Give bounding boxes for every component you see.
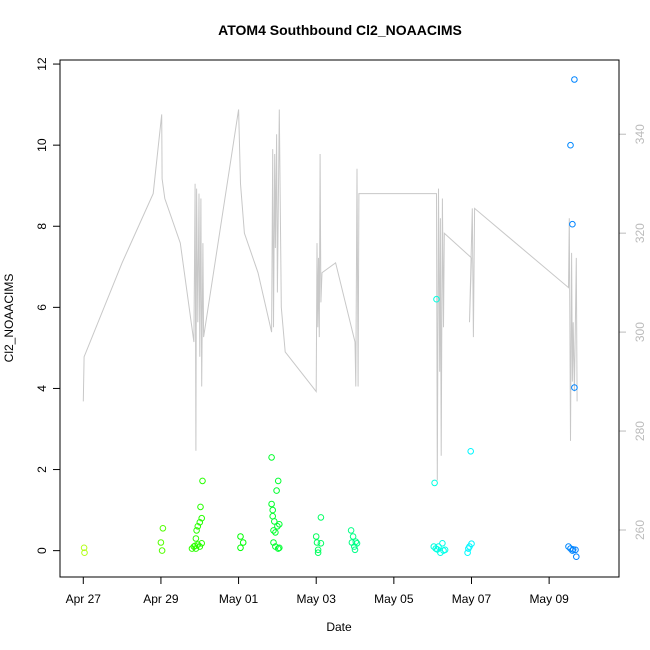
data-point xyxy=(276,521,283,528)
y-tick-label: 8 xyxy=(35,223,49,230)
y2-tick-label: 260 xyxy=(633,520,647,540)
data-point xyxy=(269,506,277,514)
data-point xyxy=(276,544,283,552)
data-point xyxy=(270,527,277,534)
data-point xyxy=(81,549,88,557)
data-point xyxy=(352,538,360,546)
data-point xyxy=(159,525,167,532)
data-point xyxy=(157,539,165,546)
y-tick-label: 12 xyxy=(35,57,49,71)
data-point xyxy=(349,533,357,540)
data-point xyxy=(317,514,325,521)
data-point xyxy=(237,533,244,540)
data-point xyxy=(313,539,321,546)
data-point xyxy=(571,384,578,391)
data-point xyxy=(573,553,580,561)
data-point xyxy=(464,549,471,557)
x-tick-label: May 09 xyxy=(529,592,569,606)
data-point xyxy=(272,529,279,536)
data-point xyxy=(569,546,577,553)
y-tick-label: 4 xyxy=(35,385,49,392)
data-point xyxy=(158,547,166,554)
data-point xyxy=(569,220,576,228)
axes-layer: Apr 27 Apr 29 May 01 May 03 May 05 May 07 May … xyxy=(35,57,647,606)
data-point xyxy=(467,448,475,455)
secondary-trace-line xyxy=(82,109,578,481)
data-point xyxy=(271,518,278,525)
data-point xyxy=(314,549,322,557)
data-point xyxy=(571,76,578,83)
data-point xyxy=(268,500,275,508)
data-point xyxy=(317,540,325,547)
data-point xyxy=(197,503,204,511)
y2-tick-label: 340 xyxy=(633,124,647,144)
data-point xyxy=(270,539,277,546)
y2-tick-label: 320 xyxy=(633,223,647,243)
x-tick-label: Apr 29 xyxy=(143,592,179,606)
data-point xyxy=(193,527,200,534)
data-point xyxy=(196,543,204,550)
y-tick-label: 0 xyxy=(35,547,49,554)
data-point xyxy=(347,527,355,534)
x-tick-label: May 05 xyxy=(374,592,414,606)
y2-tick-label: 300 xyxy=(633,322,647,342)
scatter-point-layer xyxy=(80,76,580,561)
x-tick-label: Apr 27 xyxy=(66,592,102,606)
data-point xyxy=(569,547,576,554)
x-tick-label: May 03 xyxy=(297,592,337,606)
data-point xyxy=(191,542,199,550)
data-point xyxy=(572,546,579,554)
x-tick-label: May 07 xyxy=(452,592,492,606)
y-tick-label: 2 xyxy=(35,466,49,473)
data-point xyxy=(433,295,440,303)
plot-area-box xyxy=(59,59,620,578)
data-point xyxy=(274,545,282,552)
data-point xyxy=(268,454,275,461)
data-point xyxy=(435,543,442,550)
data-point xyxy=(468,540,475,548)
data-point xyxy=(439,540,446,547)
data-point xyxy=(565,543,572,550)
data-point xyxy=(273,487,280,494)
y2-tick-label: 280 xyxy=(633,421,647,441)
data-point xyxy=(198,514,205,522)
data-point xyxy=(351,546,359,554)
data-point xyxy=(196,519,204,526)
y-tick-label: 6 xyxy=(35,304,49,311)
data-point xyxy=(192,545,200,552)
secondary-line-layer xyxy=(82,109,578,481)
data-point xyxy=(239,539,247,546)
data-point xyxy=(567,141,574,149)
data-point xyxy=(237,544,244,552)
y-tick-label: 10 xyxy=(35,138,49,152)
data-point xyxy=(199,477,206,485)
data-point xyxy=(194,523,202,530)
data-point xyxy=(192,535,200,542)
data-point xyxy=(353,540,361,547)
y-axis-label: Cl2_NOAACIMS xyxy=(2,274,16,363)
data-point xyxy=(431,479,438,487)
data-point xyxy=(441,546,449,554)
data-point xyxy=(312,533,320,540)
data-point xyxy=(198,540,205,547)
chart-title: ATOM4 Southbound Cl2_NOAACIMS xyxy=(218,22,462,38)
x-tick-label: May 01 xyxy=(219,592,259,606)
x-axis-label: Date xyxy=(326,620,352,634)
data-point xyxy=(274,523,281,530)
data-point xyxy=(314,546,322,554)
data-point xyxy=(274,477,282,485)
data-point xyxy=(80,544,88,552)
